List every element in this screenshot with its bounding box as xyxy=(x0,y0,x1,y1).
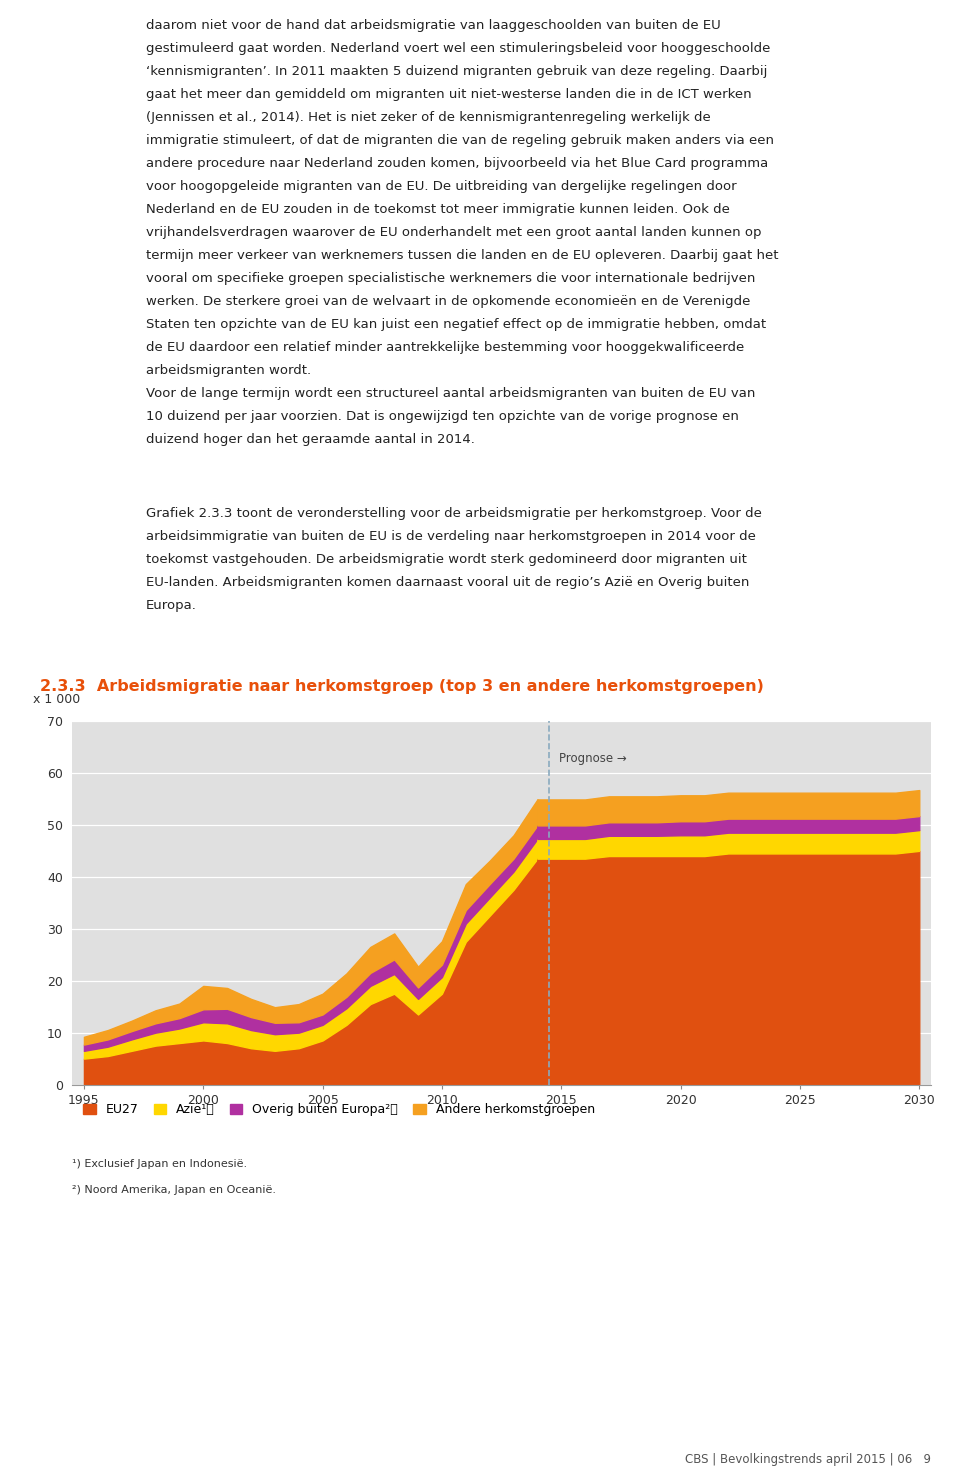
Text: Grafiek 2.3.3 toont de veronderstelling voor de arbeidsmigratie per herkomstgroe: Grafiek 2.3.3 toont de veronderstelling … xyxy=(146,508,762,519)
Text: ¹) Exclusief Japan en Indonesië.: ¹) Exclusief Japan en Indonesië. xyxy=(72,1159,247,1169)
Text: Staten ten opzichte van de EU kan juist een negatief effect op de immigratie heb: Staten ten opzichte van de EU kan juist … xyxy=(146,318,766,331)
Text: EU-landen. Arbeidsmigranten komen daarnaast vooral uit de regio’s Azië en Overig: EU-landen. Arbeidsmigranten komen daarna… xyxy=(146,576,750,589)
Text: gaat het meer dan gemiddeld om migranten uit niet-westerse landen die in de ICT : gaat het meer dan gemiddeld om migranten… xyxy=(146,89,752,101)
Legend: EU27, Azië¹⧉, Overig buiten Europa²⧉, Andere herkomstgroepen: EU27, Azië¹⧉, Overig buiten Europa²⧉, An… xyxy=(79,1098,600,1122)
Text: immigratie stimuleert, of dat de migranten die van de regeling gebruik maken and: immigratie stimuleert, of dat de migrant… xyxy=(146,135,774,147)
Text: 2.3.3  Arbeidsmigratie naar herkomstgroep (top 3 en andere herkomstgroepen): 2.3.3 Arbeidsmigratie naar herkomstgroep… xyxy=(40,680,764,695)
Text: voor hoogopgeleide migranten van de EU. De uitbreiding van dergelijke regelingen: voor hoogopgeleide migranten van de EU. … xyxy=(146,180,736,193)
Text: arbeidsimmigratie van buiten de EU is de verdeling naar herkomstgroepen in 2014 : arbeidsimmigratie van buiten de EU is de… xyxy=(146,530,756,543)
Text: toekomst vastgehouden. De arbeidsmigratie wordt sterk gedomineerd door migranten: toekomst vastgehouden. De arbeidsmigrati… xyxy=(146,554,747,565)
Text: ‘kennismigranten’. In 2011 maakten 5 duizend migranten gebruik van deze regeling: ‘kennismigranten’. In 2011 maakten 5 dui… xyxy=(146,65,767,79)
Text: Prognose →: Prognose → xyxy=(559,752,627,766)
Text: andere procedure naar Nederland zouden komen, bijvoorbeeld via het Blue Card pro: andere procedure naar Nederland zouden k… xyxy=(146,157,768,171)
Text: werken. De sterkere groei van de welvaart in de opkomende economieën en de Veren: werken. De sterkere groei van de welvaar… xyxy=(146,295,751,309)
Text: termijn meer verkeer van werknemers tussen die landen en de EU opleveren. Daarbi: termijn meer verkeer van werknemers tuss… xyxy=(146,249,779,263)
Text: vooral om specifieke groepen specialistische werknemers die voor internationale : vooral om specifieke groepen specialisti… xyxy=(146,273,756,285)
Text: daarom niet voor de hand dat arbeidsmigratie van laaggeschoolden van buiten de E: daarom niet voor de hand dat arbeidsmigr… xyxy=(146,19,721,33)
Text: de EU daardoor een relatief minder aantrekkelijke bestemming voor hooggekwalific: de EU daardoor een relatief minder aantr… xyxy=(146,341,744,355)
Text: arbeidsmigranten wordt.: arbeidsmigranten wordt. xyxy=(146,365,311,377)
Text: Europa.: Europa. xyxy=(146,600,197,611)
Text: duizend hoger dan het geraamde aantal in 2014.: duizend hoger dan het geraamde aantal in… xyxy=(146,433,475,447)
Text: (Jennissen et al., 2014). Het is niet zeker of de kennismigrantenregeling werkel: (Jennissen et al., 2014). Het is niet ze… xyxy=(146,111,710,125)
Text: CBS | Bevolkingstrends april 2015 | 06   9: CBS | Bevolkingstrends april 2015 | 06 9 xyxy=(685,1453,931,1466)
Text: Voor de lange termijn wordt een structureel aantal arbeidsmigranten van buiten d: Voor de lange termijn wordt een structur… xyxy=(146,387,756,401)
Text: 10 duizend per jaar voorzien. Dat is ongewijzigd ten opzichte van de vorige prog: 10 duizend per jaar voorzien. Dat is ong… xyxy=(146,410,739,423)
Text: gestimuleerd gaat worden. Nederland voert wel een stimuleringsbeleid voor hoogge: gestimuleerd gaat worden. Nederland voer… xyxy=(146,42,770,55)
Text: x 1 000: x 1 000 xyxy=(34,693,81,706)
Text: vrijhandelsverdragen waarover de EU onderhandelt met een groot aantal landen kun: vrijhandelsverdragen waarover de EU onde… xyxy=(146,227,761,239)
Text: Nederland en de EU zouden in de toekomst tot meer immigratie kunnen leiden. Ook : Nederland en de EU zouden in de toekomst… xyxy=(146,203,730,217)
Text: ²) Noord Amerika, Japan en Oceanië.: ²) Noord Amerika, Japan en Oceanië. xyxy=(72,1186,276,1196)
